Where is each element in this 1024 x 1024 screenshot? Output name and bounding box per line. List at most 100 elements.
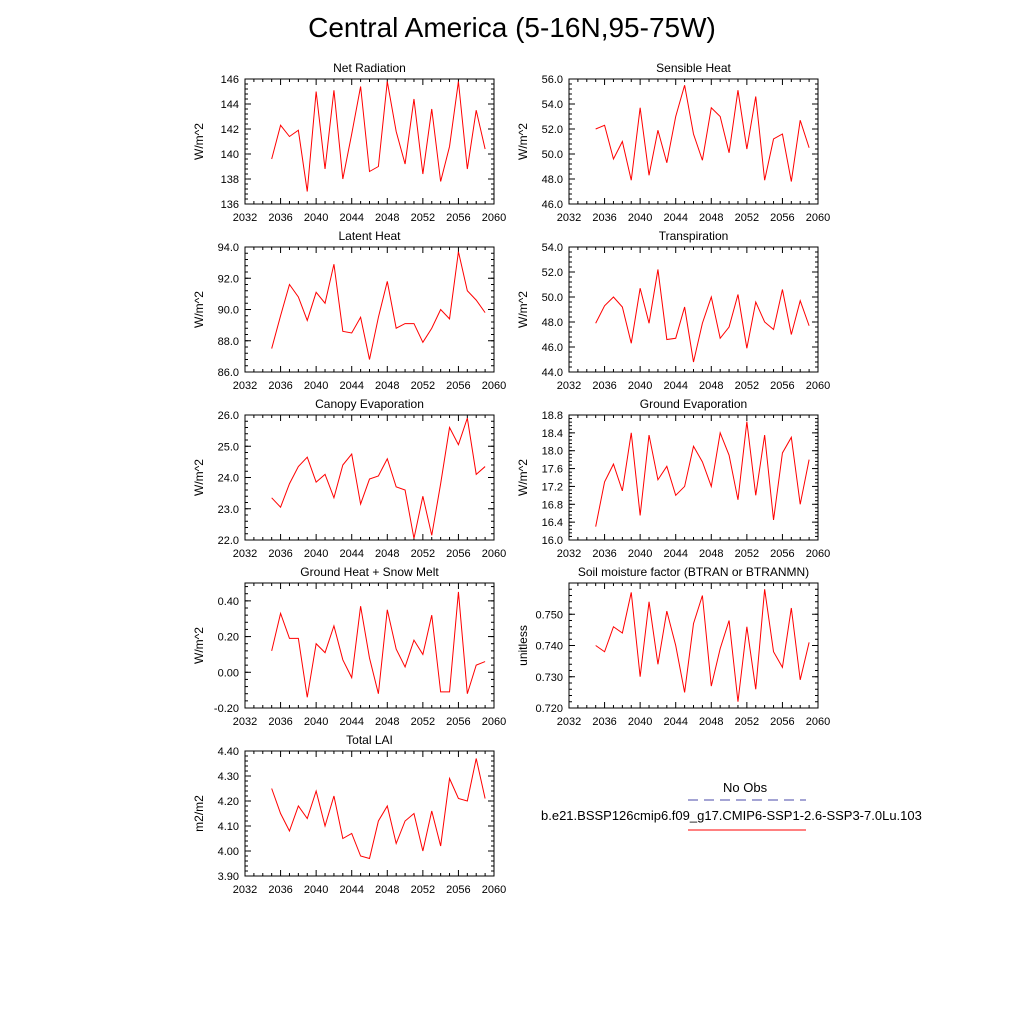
x-tick-label: 2040 — [628, 212, 652, 224]
plot-frame — [568, 246, 819, 373]
chart-panel-2: 2032 2036 2040 2044 2048 2052 2056 2060 46.0 48.0… — [516, 61, 830, 224]
x-tick-label: 2040 — [628, 716, 652, 728]
y-tick-label: 4.20 — [218, 796, 239, 808]
chart-panel-6: 2032 2036 2040 2044 2048 2052 2056 2060 16.0 16.4… — [516, 397, 830, 560]
x-tick-label: 2032 — [233, 884, 257, 896]
y-axis-label: W/m^2 — [192, 459, 206, 496]
x-tick-label: 2060 — [806, 716, 830, 728]
x-tick-label: 2060 — [806, 380, 830, 392]
x-tick-label: 2032 — [557, 380, 581, 392]
x-tick-label: 2060 — [482, 716, 506, 728]
y-tick-label: 3.90 — [218, 871, 239, 883]
x-tick-label: 2036 — [592, 716, 616, 728]
x-tick-label: 2056 — [446, 380, 470, 392]
x-tick-label: 2044 — [663, 380, 687, 392]
x-tick-label: 2056 — [770, 716, 794, 728]
x-tick-label: 2036 — [592, 212, 616, 224]
plot-frame — [244, 582, 495, 709]
panel-title: Net Radiation — [333, 61, 406, 75]
y-tick-label: 146 — [221, 74, 239, 86]
y-axis-label: W/m^2 — [192, 291, 206, 328]
plot-frame — [244, 414, 495, 541]
data-series-line — [271, 81, 486, 192]
y-tick-label: 56.0 — [542, 74, 563, 86]
y-tick-label: 16.4 — [542, 517, 563, 529]
y-tick-label: 92.0 — [218, 273, 239, 285]
y-tick-label: 138 — [221, 174, 239, 186]
x-tick-label: 2060 — [806, 548, 830, 560]
y-tick-label: 54.0 — [542, 99, 563, 111]
y-tick-label: 4.10 — [218, 821, 239, 833]
y-axis-label: W/m^2 — [516, 459, 530, 496]
y-tick-label: 46.0 — [542, 199, 563, 211]
x-tick-label: 2052 — [735, 716, 759, 728]
x-tick-label: 2048 — [375, 380, 399, 392]
x-tick-label: 2044 — [339, 884, 363, 896]
y-tick-label: 90.0 — [218, 305, 239, 317]
y-tick-label: 16.0 — [542, 535, 563, 547]
panel-title: Canopy Evaporation — [315, 397, 424, 411]
y-axis-label: unitless — [516, 625, 530, 666]
x-tick-label: 2040 — [304, 380, 328, 392]
x-tick-label: 2056 — [446, 548, 470, 560]
y-tick-label: 86.0 — [218, 367, 239, 379]
x-tick-label: 2040 — [304, 212, 328, 224]
y-tick-label: 18.8 — [542, 410, 563, 422]
panel-title: Total LAI — [346, 733, 393, 747]
y-tick-label: 18.4 — [542, 428, 563, 440]
x-tick-label: 2044 — [339, 212, 363, 224]
y-axis-label: W/m^2 — [192, 627, 206, 664]
x-tick-label: 2052 — [411, 884, 435, 896]
chart-panel-4: 2032 2036 2040 2044 2048 2052 2056 2060 44.0 46.0… — [516, 229, 830, 392]
panel-title: Sensible Heat — [656, 61, 731, 75]
y-axis-label: W/m^2 — [192, 123, 206, 160]
panel-title: Transpiration — [659, 229, 729, 243]
data-series-line — [595, 85, 810, 182]
x-tick-label: 2036 — [592, 548, 616, 560]
x-tick-label: 2048 — [375, 884, 399, 896]
x-tick-label: 2048 — [375, 212, 399, 224]
y-tick-label: 18.0 — [542, 446, 563, 458]
x-tick-label: 2044 — [339, 380, 363, 392]
y-tick-label: 0.730 — [535, 672, 563, 684]
x-tick-label: 2060 — [482, 380, 506, 392]
x-tick-label: 2044 — [339, 548, 363, 560]
y-axis-label: m2/m2 — [192, 795, 206, 832]
chart-panel-7: 2032 2036 2040 2044 2048 2052 2056 2060 -0.20 0.0… — [192, 565, 506, 728]
y-tick-label: 22.0 — [218, 535, 239, 547]
y-tick-label: 26.0 — [218, 410, 239, 422]
y-tick-label: 24.0 — [218, 473, 239, 485]
y-tick-label: 142 — [221, 124, 239, 136]
x-tick-label: 2056 — [446, 716, 470, 728]
x-tick-label: 2036 — [268, 380, 292, 392]
x-tick-label: 2060 — [482, 548, 506, 560]
y-tick-label: 0.00 — [218, 667, 239, 679]
x-tick-label: 2032 — [233, 380, 257, 392]
panel-title: Latent Heat — [338, 229, 401, 243]
x-tick-label: 2048 — [699, 716, 723, 728]
y-tick-label: 46.0 — [542, 342, 563, 354]
chart-panel-3: 2032 2036 2040 2044 2048 2052 2056 2060 86.0 88.0… — [192, 229, 506, 392]
x-tick-label: 2056 — [770, 548, 794, 560]
y-tick-label: -0.20 — [214, 703, 239, 715]
panel-title: Soil moisture factor (BTRAN or BTRANMN) — [578, 565, 809, 579]
y-tick-label: 23.0 — [218, 504, 239, 516]
y-tick-label: 25.0 — [218, 441, 239, 453]
legend-model-label: b.e21.BSSP126cmip6.f09_g17.CMIP6-SSP1-2.… — [541, 808, 922, 823]
x-tick-label: 2036 — [268, 212, 292, 224]
x-tick-label: 2048 — [375, 548, 399, 560]
x-tick-label: 2048 — [699, 212, 723, 224]
y-tick-label: 88.0 — [218, 336, 239, 348]
x-tick-label: 2032 — [557, 716, 581, 728]
x-tick-label: 2052 — [411, 212, 435, 224]
chart-panel-1: 2032 2036 2040 2044 2048 2052 2056 2060 136 138 14… — [192, 61, 506, 224]
chart-panel-5: 2032 2036 2040 2044 2048 2052 2056 2060 22.0 23.0… — [192, 397, 506, 560]
y-tick-label: 16.8 — [542, 499, 563, 511]
y-axis-label: W/m^2 — [516, 123, 530, 160]
y-tick-label: 94.0 — [218, 242, 239, 254]
y-tick-label: 48.0 — [542, 174, 563, 186]
data-series-line — [271, 251, 486, 360]
y-tick-label: 140 — [221, 149, 239, 161]
x-tick-label: 2040 — [628, 380, 652, 392]
